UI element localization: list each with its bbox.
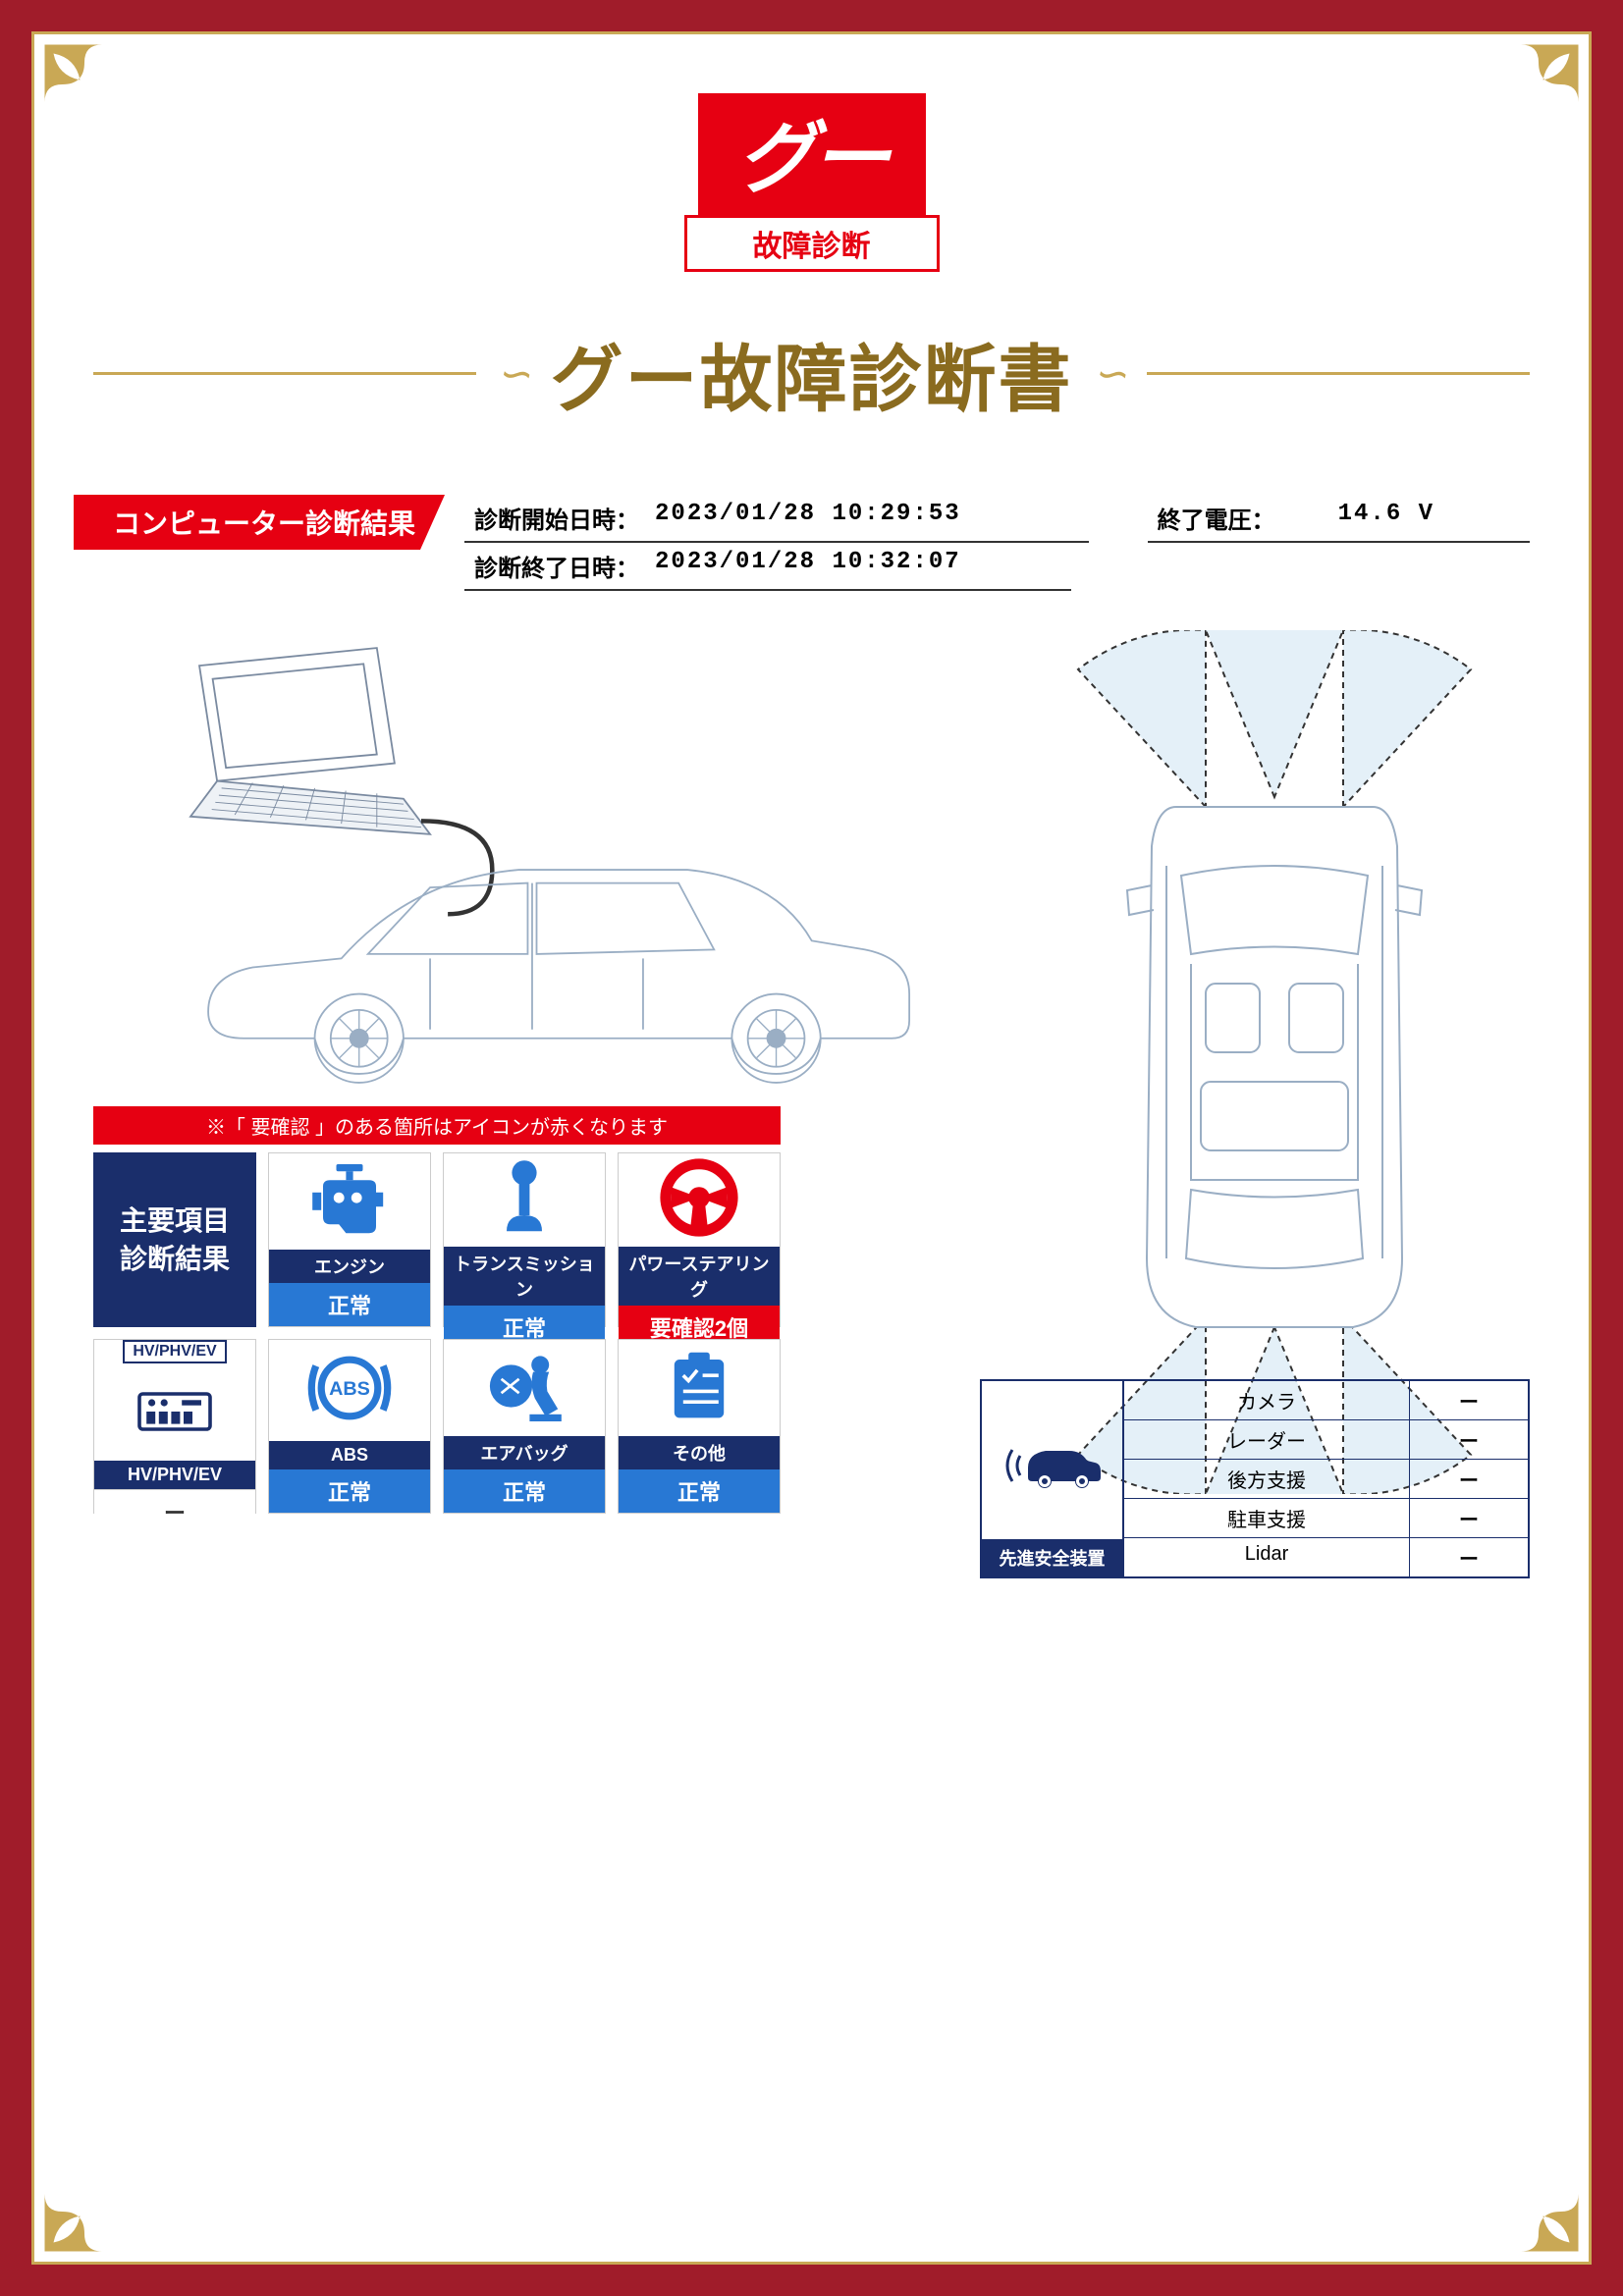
result-card-abs: ABSABS正常 <box>268 1339 431 1514</box>
safety-row-value: ー <box>1410 1538 1528 1576</box>
meta-end-value: 2023/01/28 10:32:07 <box>655 549 961 583</box>
corner-ornament-icon <box>40 40 129 129</box>
safety-row-name: Lidar <box>1124 1538 1410 1576</box>
safety-row: カメラー <box>1124 1381 1528 1420</box>
car-sensor-icon <box>1019 630 1530 1494</box>
svg-text:ABS: ABS <box>329 1378 370 1400</box>
safety-row: 後方支援ー <box>1124 1460 1528 1499</box>
document-title: グー故障診断書 <box>551 321 1073 426</box>
result-card-label: パワーステアリング <box>619 1247 780 1306</box>
car-side-diagram: ※「 要確認 」のある箇所はアイコンが赤くなります 主要項目 診断結果エンジン正… <box>93 630 980 1514</box>
meta-start-label: 診断開始日時： <box>474 501 641 535</box>
results-header-card: 主要項目 診断結果 <box>93 1152 256 1327</box>
safety-header-cell: 先進安全装置 <box>982 1381 1124 1576</box>
meta-start-value: 2023/01/28 10:29:53 <box>655 501 961 535</box>
car-top-diagram <box>1019 630 1530 1494</box>
engine-icon <box>269 1153 430 1250</box>
meta-voltage-label: 終了電圧： <box>1158 501 1325 535</box>
outer-frame: グー 故障診断 ∽ グー故障診断書 ∽ コンピューター診断結果 診断開始日時： … <box>0 0 1623 2296</box>
result-card-status: ー <box>94 1489 255 1533</box>
result-card-engine: エンジン正常 <box>268 1152 431 1327</box>
hv-icon: HV/PHV/EV <box>94 1340 255 1461</box>
meta-voltage-value: 14.6 V <box>1338 501 1434 535</box>
safety-row: レーダーー <box>1124 1420 1528 1460</box>
safety-row: 駐車支援ー <box>1124 1499 1528 1538</box>
result-card-label: HV/PHV/EV <box>94 1461 255 1489</box>
inner-frame: グー 故障診断 ∽ グー故障診断書 ∽ コンピューター診断結果 診断開始日時： … <box>31 31 1592 2265</box>
safety-header-label: 先進安全装置 <box>982 1539 1122 1576</box>
safety-row-name: レーダー <box>1124 1420 1410 1459</box>
result-card-label: トランスミッション <box>444 1247 605 1306</box>
safety-row-name: 駐車支援 <box>1124 1499 1410 1537</box>
meta-end-row: 診断終了日時： 2023/01/28 10:32:07 <box>464 543 1071 591</box>
laptop-car-icon <box>93 630 980 1092</box>
section-banner-label: コンピューター診断結果 <box>74 495 445 550</box>
title-rule-left <box>93 372 476 375</box>
corner-ornament-icon <box>1494 2167 1583 2256</box>
safety-row-value: ー <box>1410 1381 1528 1419</box>
results-block: ※「 要確認 」のある箇所はアイコンが赤くなります 主要項目 診断結果エンジン正… <box>93 1106 980 1514</box>
abs-icon: ABS <box>269 1340 430 1441</box>
hv-badge: HV/PHV/EV <box>123 1340 226 1363</box>
result-card-status: 正常 <box>444 1469 605 1513</box>
result-card-label: エアバッグ <box>444 1436 605 1469</box>
safety-equipment-table: 先進安全装置 カメラーレーダーー後方支援ー駐車支援ーLidarー <box>980 1379 1530 1578</box>
result-card-status: 正常 <box>269 1283 430 1326</box>
car-sensor-small-icon <box>982 1381 1122 1539</box>
transmission-icon <box>444 1153 605 1247</box>
meta-start-row: 診断開始日時： 2023/01/28 10:29:53 <box>464 495 1089 543</box>
result-card-label: その他 <box>619 1436 780 1469</box>
airbag-icon <box>444 1340 605 1436</box>
diagnosis-header: コンピューター診断結果 診断開始日時： 2023/01/28 10:29:53 … <box>93 495 1530 591</box>
results-grid: 主要項目 診断結果エンジン正常トランスミッション正常パワーステアリング要確認2個… <box>93 1152 781 1514</box>
safety-row-value: ー <box>1410 1460 1528 1498</box>
result-card-label: エンジン <box>269 1250 430 1283</box>
title-rule-right <box>1147 372 1530 375</box>
result-card-status: 正常 <box>619 1469 780 1513</box>
steering-icon <box>619 1153 780 1247</box>
result-card-label: ABS <box>269 1441 430 1469</box>
brand-subtitle: 故障診断 <box>684 215 940 272</box>
diagnosis-meta: 診断開始日時： 2023/01/28 10:29:53 終了電圧： 14.6 V… <box>464 495 1530 591</box>
result-card-other: その他正常 <box>618 1339 781 1514</box>
meta-end-label: 診断終了日時： <box>474 549 641 583</box>
safety-row-value: ー <box>1410 1499 1528 1537</box>
result-card-steering: パワーステアリング要確認2個 <box>618 1152 781 1327</box>
document-title-row: ∽ グー故障診断書 ∽ <box>93 321 1530 426</box>
results-notice: ※「 要確認 」のある箇所はアイコンが赤くなります <box>93 1106 781 1145</box>
flourish-icon: ∽ <box>496 349 530 398</box>
result-card-transmission: トランスミッション正常 <box>443 1152 606 1327</box>
safety-row-value: ー <box>1410 1420 1528 1459</box>
safety-row: Lidarー <box>1124 1538 1528 1576</box>
result-card-airbag: エアバッグ正常 <box>443 1339 606 1514</box>
safety-row-name: 後方支援 <box>1124 1460 1410 1498</box>
brand-name: グー <box>698 93 926 215</box>
flourish-icon: ∽ <box>1093 349 1127 398</box>
other-icon <box>619 1340 780 1436</box>
corner-ornament-icon <box>1494 40 1583 129</box>
result-card-status: 正常 <box>269 1469 430 1513</box>
safety-rows: カメラーレーダーー後方支援ー駐車支援ーLidarー <box>1124 1381 1528 1576</box>
meta-voltage-row: 終了電圧： 14.6 V <box>1148 495 1530 543</box>
brand-logo: グー 故障診断 <box>93 93 1530 272</box>
corner-ornament-icon <box>40 2167 129 2256</box>
safety-row-name: カメラ <box>1124 1381 1410 1419</box>
result-card-hv: HV/PHV/EVHV/PHV/EVー <box>93 1339 256 1514</box>
